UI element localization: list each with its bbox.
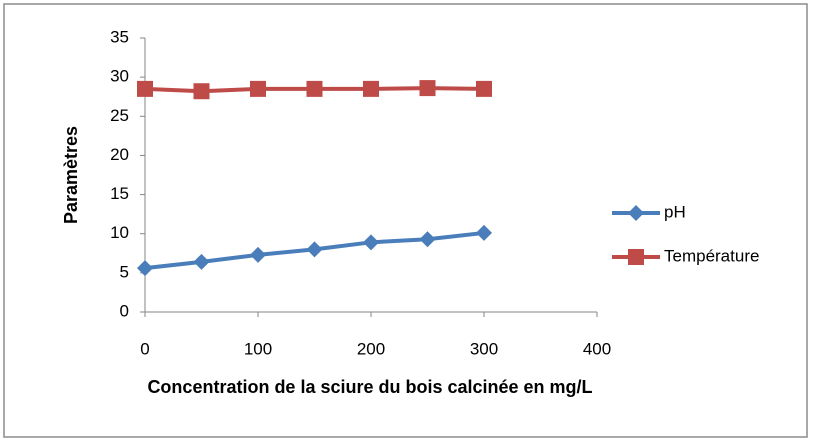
- data-point: [137, 260, 153, 277]
- y-tick-label: 25: [110, 106, 129, 125]
- data-point: [363, 234, 379, 251]
- y-tick-label: 5: [120, 262, 129, 281]
- data-point: [250, 246, 266, 263]
- x-tick-label: 0: [140, 339, 149, 358]
- data-point: [419, 231, 436, 248]
- data-point: [193, 253, 210, 270]
- x-tick-label: 400: [583, 339, 611, 358]
- legend-marker: [628, 249, 644, 265]
- data-point: [137, 80, 153, 97]
- data-point: [306, 80, 323, 97]
- x-axis-title: Concentration de la sciure du bois calci…: [147, 377, 592, 397]
- data-point: [363, 80, 379, 97]
- data-point: [306, 241, 323, 258]
- data-point: [476, 80, 492, 97]
- legend-label: pH: [664, 202, 686, 221]
- chart-frame: [3, 3, 808, 438]
- y-tick-label: 15: [110, 184, 129, 203]
- x-tick-label: 100: [244, 339, 272, 358]
- x-tick-label: 200: [357, 339, 385, 358]
- y-tick-label: 30: [110, 67, 129, 86]
- y-tick-label: 0: [120, 301, 129, 320]
- data-point: [250, 80, 266, 97]
- data-point: [193, 83, 210, 100]
- legend-marker: [628, 205, 644, 221]
- legend-label: Température: [664, 246, 759, 265]
- x-tick-label: 300: [470, 339, 498, 358]
- data-point: [419, 80, 436, 97]
- data-point: [476, 224, 492, 241]
- y-tick-label: 35: [110, 27, 129, 46]
- y-axis-title: Paramètres: [61, 126, 81, 224]
- y-tick-label: 20: [110, 145, 129, 164]
- y-tick-label: 10: [110, 223, 129, 242]
